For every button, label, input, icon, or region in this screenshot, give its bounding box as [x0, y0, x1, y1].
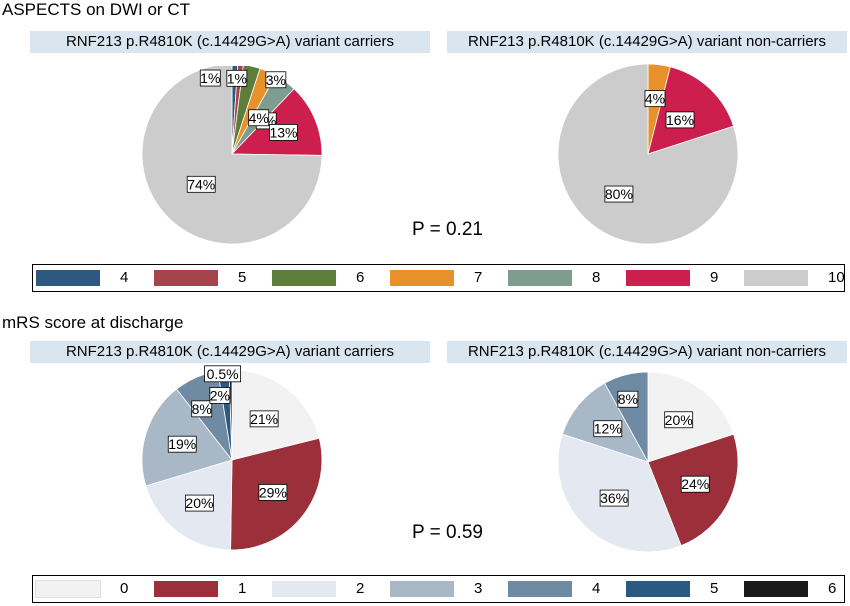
- legend-swatch-5: [154, 270, 218, 286]
- slice-data-label: 8%: [617, 390, 639, 408]
- svg-text:0.5%: 0.5%: [207, 366, 239, 382]
- legend-label-4: 4: [120, 269, 129, 286]
- slice-data-label: 3%: [265, 71, 287, 89]
- legend-swatch-6: [272, 270, 336, 286]
- slice-data-label: 74%: [186, 175, 216, 193]
- section-title-mrs: mRS score at discharge: [2, 313, 184, 332]
- slice-data-label: 0.5%: [204, 365, 242, 383]
- slice-data-label: 1%: [199, 69, 221, 87]
- legend-label-10: 10: [828, 269, 845, 286]
- legend-swatch-8: [508, 270, 572, 286]
- slice-data-label: 80%: [604, 185, 634, 203]
- svg-text:29%: 29%: [259, 484, 287, 500]
- legend-label-3: 3: [474, 580, 483, 597]
- legend-swatch-10: [744, 270, 808, 286]
- legend-label-1: 1: [238, 580, 247, 597]
- svg-text:4%: 4%: [249, 110, 269, 126]
- slice-data-label: 19%: [167, 435, 197, 453]
- legend-swatch-2: [272, 581, 336, 597]
- p-value-aspects: P = 0.21: [412, 219, 483, 240]
- svg-text:4%: 4%: [645, 91, 665, 107]
- legend-swatch-4: [36, 270, 100, 286]
- svg-text:8%: 8%: [618, 391, 638, 407]
- panel-title-aspects-carriers: RNF213 p.R4810K (c.14429G>A) variant car…: [30, 31, 430, 53]
- svg-text:21%: 21%: [250, 411, 278, 427]
- legend-label-5: 5: [710, 580, 719, 597]
- pie-outline: [141, 66, 323, 245]
- slice-data-label: 1%: [226, 69, 248, 87]
- pie-aspects-carriers: 1%1%3%3%4%13%74%: [141, 66, 323, 245]
- legend-label-7: 7: [474, 269, 483, 286]
- legend-swatch-6: [744, 581, 808, 597]
- legend-label-2: 2: [356, 580, 365, 597]
- pie-mrs-carriers: 21% 29% 20% 19% 8%2% 0.5%: [141, 365, 323, 551]
- svg-text:80%: 80%: [605, 186, 633, 202]
- svg-text:1%: 1%: [227, 70, 247, 86]
- panel-title-mrs-carriers: RNF213 p.R4810K (c.14429G>A) variant car…: [30, 341, 430, 363]
- legend-mrs: 0 1 2 3 4 5 6: [32, 575, 845, 603]
- pie-aspects-noncarriers: 4%16% 80%: [557, 63, 739, 245]
- svg-text:19%: 19%: [168, 436, 196, 452]
- legend-swatch-3: [390, 581, 454, 597]
- legend-label-8: 8: [592, 269, 601, 286]
- slice-data-label: 13%: [269, 124, 298, 141]
- svg-text:36%: 36%: [600, 490, 628, 506]
- legend-swatch-9: [626, 270, 690, 286]
- pie-outline: [557, 63, 739, 245]
- legend-swatch-5: [626, 581, 690, 597]
- legend-label-9: 9: [710, 269, 719, 286]
- slice-data-label: 24%: [680, 475, 710, 493]
- legend-swatch-0: [35, 580, 101, 598]
- panel-title-mrs-noncarriers: RNF213 p.R4810K (c.14429G>A) variant non…: [447, 341, 847, 363]
- slice-data-label: 36%: [599, 489, 629, 507]
- svg-text:8%: 8%: [192, 401, 212, 417]
- svg-text:16%: 16%: [666, 112, 694, 128]
- legend-swatch-7: [390, 270, 454, 286]
- legend-label-6: 6: [828, 580, 837, 597]
- legend-label-4: 4: [592, 580, 601, 597]
- svg-text:20%: 20%: [185, 495, 213, 511]
- svg-text:13%: 13%: [269, 124, 297, 140]
- slice-data-label: 4%: [248, 109, 270, 127]
- slice-data-label: 12%: [593, 420, 623, 438]
- slice-data-label: 29%: [258, 484, 288, 501]
- slice-data-label: 20%: [664, 411, 694, 429]
- svg-text:12%: 12%: [594, 421, 622, 437]
- pie-outline: [557, 371, 739, 553]
- svg-text:20%: 20%: [665, 412, 693, 428]
- legend-label-5: 5: [238, 269, 247, 286]
- slice-data-label: 8%: [191, 400, 213, 418]
- svg-text:1%: 1%: [200, 70, 220, 86]
- legend-label-0: 0: [120, 580, 129, 597]
- svg-text:24%: 24%: [681, 476, 709, 492]
- svg-text:3%: 3%: [266, 72, 286, 88]
- slice-data-label: 20%: [185, 494, 214, 512]
- svg-text:74%: 74%: [187, 176, 215, 192]
- slice-data-label: 2%: [209, 387, 231, 404]
- section-title-aspects: ASPECTS on DWI or CT: [2, 0, 190, 19]
- legend-swatch-1: [154, 581, 218, 597]
- p-value-mrs: P = 0.59: [412, 522, 483, 543]
- legend-label-6: 6: [356, 269, 365, 286]
- slice-data-label: 21%: [249, 410, 279, 428]
- legend-aspects: 4 5 6 7 8 9 10: [32, 264, 845, 292]
- slice-data-label: 16%: [665, 111, 695, 129]
- legend-swatch-4: [508, 581, 572, 597]
- panel-title-aspects-noncarriers: RNF213 p.R4810K (c.14429G>A) variant non…: [447, 31, 847, 53]
- svg-text:2%: 2%: [210, 387, 230, 403]
- pie-mrs-noncarriers: 20% 24% 36% 12% 8%: [557, 371, 739, 553]
- slice-data-label: 4%: [644, 90, 666, 108]
